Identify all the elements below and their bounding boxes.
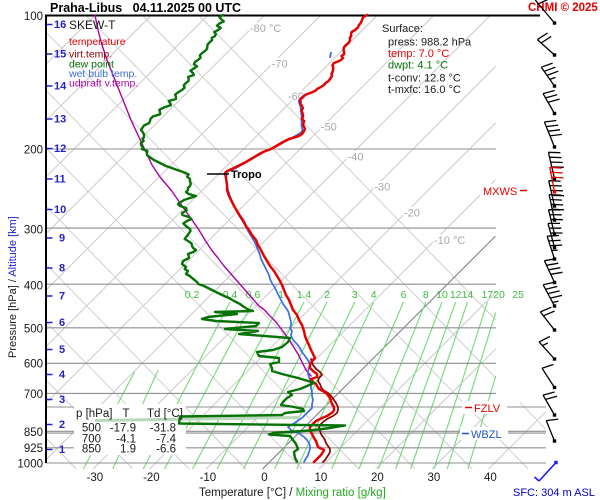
svg-text:dew point: dew point [69,58,114,70]
svg-text:SFC: 304 m ASL: SFC: 304 m ASL [513,487,595,499]
svg-text:1: 1 [59,444,65,456]
svg-text:udpraft v.temp.: udpraft v.temp. [69,78,138,90]
svg-text:11: 11 [54,173,66,185]
svg-text:4: 4 [371,289,377,301]
svg-text:13: 13 [54,113,66,125]
svg-text:12: 12 [450,289,462,301]
svg-text:850: 850 [82,444,101,456]
svg-text:Surface:: Surface: [382,23,423,35]
svg-text:14: 14 [54,80,67,92]
svg-text:3: 3 [352,289,358,301]
svg-text:10: 10 [54,204,66,216]
svg-text:400: 400 [24,281,43,293]
svg-text:1000: 1000 [17,459,43,471]
svg-text:200: 200 [24,145,43,157]
svg-text:15: 15 [54,48,66,60]
svg-text:-70: -70 [272,59,288,71]
svg-text:Temperature [°C] / Mixing ra: Temperature [°C] / Mixing ratio [g/kg] [199,487,386,499]
svg-text:20: 20 [493,289,505,301]
svg-text:5: 5 [59,344,65,356]
svg-text:Praha-Libus 04.11.2025 00 UT: Praha-Libus 04.11.2025 00 UTC [50,1,241,15]
svg-text:8: 8 [423,289,429,301]
svg-text:SKEW-T: SKEW-T [69,18,116,32]
svg-text:temperature: temperature [69,36,126,48]
svg-text:14: 14 [462,289,474,301]
svg-text:1: 1 [278,289,284,301]
svg-text:-20: -20 [404,208,420,220]
svg-text:700: 700 [24,389,43,401]
svg-text:t-mxfc: 16.0 °C: t-mxfc: 16.0 °C [388,84,461,96]
svg-text:-10 °C: -10 °C [434,235,465,247]
svg-text:300: 300 [24,225,43,237]
svg-text:-4.1: -4.1 [116,434,136,446]
svg-text:-80 °C: -80 °C [250,23,281,35]
svg-text:Td [°C]: Td [°C] [147,408,183,420]
svg-text:600: 600 [24,359,43,371]
svg-text:12: 12 [54,143,66,155]
svg-text:-50: -50 [321,122,337,134]
svg-text:3: 3 [59,394,65,406]
svg-text:CHMI © 2025: CHMI © 2025 [528,2,598,14]
svg-text:t-conv: 12.8 °C: t-conv: 12.8 °C [388,73,461,85]
svg-text:25: 25 [512,289,524,301]
svg-text:10: 10 [315,472,328,484]
svg-text:WBZL: WBZL [471,429,502,441]
svg-text:2: 2 [324,289,330,301]
svg-text:40: 40 [484,472,497,484]
svg-text:-31.8: -31.8 [150,423,176,435]
svg-text:press: 988.2 hPa: press: 988.2 hPa [388,37,472,49]
svg-text:dwpt: 4.1 °C: dwpt: 4.1 °C [388,60,448,72]
svg-text:Tropo: Tropo [231,169,262,181]
svg-text:17: 17 [482,289,494,301]
svg-text:8: 8 [59,262,65,274]
svg-text:1.4: 1.4 [297,289,312,301]
svg-text:-10: -10 [200,472,217,484]
svg-text:-7.4: -7.4 [156,434,176,446]
svg-text:1.9: 1.9 [120,444,136,456]
svg-text:MXWS: MXWS [483,186,517,198]
svg-text:-40: -40 [348,152,364,164]
svg-text:6: 6 [59,317,65,329]
svg-text:-6.6: -6.6 [156,444,176,456]
svg-text:0: 0 [261,472,267,484]
svg-text:20: 20 [371,472,384,484]
svg-text:500: 500 [24,324,43,336]
svg-text:T: T [122,408,129,420]
svg-text:-30: -30 [374,182,390,194]
svg-text:10: 10 [436,289,448,301]
svg-text:-20: -20 [143,472,160,484]
svg-text:9: 9 [59,232,65,244]
svg-text:4: 4 [59,369,66,381]
svg-text:0.6: 0.6 [246,289,261,301]
svg-text:100: 100 [24,11,43,23]
svg-text:wet bulb temp.: wet bulb temp. [68,68,137,80]
svg-text:0.2: 0.2 [185,289,200,301]
svg-text:Pressure [hPa] / Altitude [k: Pressure [hPa] / Altitude [km] [7,216,19,358]
svg-text:6: 6 [401,289,407,301]
svg-text:16: 16 [54,19,66,31]
svg-text:temp: 7.0 °C: temp: 7.0 °C [388,48,449,60]
svg-text:700: 700 [82,434,101,446]
svg-text:2: 2 [59,419,65,431]
svg-text:500: 500 [82,423,101,435]
svg-text:925: 925 [24,443,43,455]
svg-text:-17.9: -17.9 [110,423,136,435]
svg-text:30: 30 [428,472,441,484]
svg-text:FZLV: FZLV [474,403,501,415]
svg-text:850: 850 [24,427,43,439]
svg-text:virt.temp.: virt.temp. [69,49,112,61]
svg-text:p [hPa]: p [hPa] [76,408,112,420]
svg-text:7: 7 [59,290,65,302]
svg-text:-30: -30 [87,472,104,484]
